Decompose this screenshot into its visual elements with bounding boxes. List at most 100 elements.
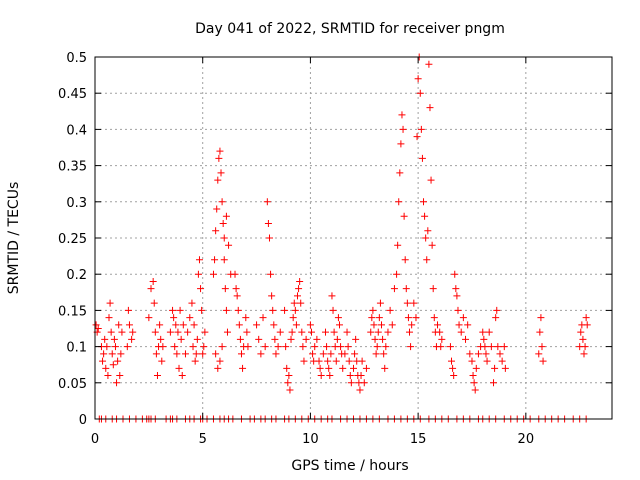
grid-lines xyxy=(95,57,612,419)
data-point xyxy=(375,314,383,322)
data-point xyxy=(337,343,345,351)
data-point xyxy=(413,133,421,141)
data-points xyxy=(92,53,591,423)
data-point xyxy=(276,328,284,336)
data-point xyxy=(194,270,202,278)
data-point xyxy=(199,350,207,358)
data-point xyxy=(538,343,546,351)
data-point xyxy=(400,212,408,220)
data-point xyxy=(212,350,220,358)
data-point xyxy=(360,379,368,387)
data-point xyxy=(374,328,382,336)
data-point xyxy=(474,350,482,358)
x-tick-label: 0 xyxy=(91,432,99,447)
data-point xyxy=(218,343,226,351)
data-point xyxy=(107,328,115,336)
data-point xyxy=(334,314,342,322)
data-point xyxy=(307,328,315,336)
data-point xyxy=(468,357,476,365)
data-point xyxy=(116,372,124,380)
data-point xyxy=(169,306,177,314)
data-point xyxy=(490,379,498,387)
data-point xyxy=(111,343,119,351)
data-point xyxy=(437,343,445,351)
data-point xyxy=(101,335,109,343)
data-point xyxy=(438,335,446,343)
data-point xyxy=(358,357,366,365)
data-point xyxy=(492,314,500,322)
data-point xyxy=(487,343,495,351)
data-point xyxy=(209,270,217,278)
data-point xyxy=(446,343,454,351)
axis-ticks: 0 0.05 0.1 0.15 0.2 0.25 0.3 0.35 0.4 0.45 0.5 0 5 10… xyxy=(58,51,612,447)
data-point xyxy=(472,364,480,372)
data-point xyxy=(386,306,394,314)
x-tick-label: 10 xyxy=(302,432,319,447)
data-point xyxy=(347,379,355,387)
data-point xyxy=(271,335,279,343)
data-point xyxy=(253,321,261,329)
data-point xyxy=(498,357,506,365)
data-point xyxy=(317,372,325,380)
data-point xyxy=(452,285,460,293)
data-point xyxy=(345,357,353,365)
data-point xyxy=(285,372,293,380)
data-point xyxy=(536,328,544,336)
y-tick-label: 0.3 xyxy=(66,196,87,211)
data-point xyxy=(462,335,470,343)
data-point xyxy=(412,314,420,322)
data-point xyxy=(123,343,131,351)
data-point xyxy=(193,335,201,343)
data-point xyxy=(423,256,431,264)
y-tick-label: 0.15 xyxy=(58,304,87,319)
data-point xyxy=(272,350,280,358)
data-point xyxy=(125,321,133,329)
data-point xyxy=(283,364,291,372)
data-point xyxy=(393,270,401,278)
data-point xyxy=(493,306,501,314)
data-point xyxy=(200,343,208,351)
x-tick-label: 20 xyxy=(518,432,535,447)
data-point xyxy=(255,335,263,343)
data-point xyxy=(330,328,338,336)
data-point xyxy=(128,335,136,343)
data-point xyxy=(539,357,547,365)
data-point xyxy=(407,343,415,351)
data-point xyxy=(583,321,591,329)
data-point xyxy=(94,325,102,332)
data-point xyxy=(378,321,386,329)
data-point xyxy=(106,299,114,307)
data-point xyxy=(396,169,404,177)
data-point xyxy=(577,328,585,336)
data-point xyxy=(288,328,296,336)
data-point xyxy=(309,350,317,358)
data-point xyxy=(151,328,159,336)
data-point xyxy=(192,350,200,358)
data-point xyxy=(480,335,488,343)
y-tick-label: 0.25 xyxy=(58,232,87,247)
data-point xyxy=(292,321,300,329)
y-tick-label: 0.35 xyxy=(58,160,87,175)
data-point xyxy=(313,335,321,343)
data-point xyxy=(124,306,132,314)
data-point xyxy=(371,335,379,343)
data-point xyxy=(424,227,432,235)
data-point xyxy=(213,205,221,213)
data-point xyxy=(114,357,122,365)
data-point xyxy=(579,335,587,343)
data-point xyxy=(184,328,192,336)
y-axis-label: SRMTID / TECUs xyxy=(6,182,22,295)
y-tick-label: 0.1 xyxy=(66,341,87,356)
data-point xyxy=(147,285,155,293)
data-point xyxy=(341,350,349,358)
data-point xyxy=(118,328,126,336)
data-point xyxy=(457,328,465,336)
y-tick-label: 0.05 xyxy=(58,377,87,392)
data-point xyxy=(344,343,352,351)
data-point xyxy=(236,335,244,343)
data-point xyxy=(379,335,387,343)
plot-border xyxy=(94,56,613,420)
data-point xyxy=(264,220,272,228)
data-point xyxy=(177,335,185,343)
data-point xyxy=(420,198,428,206)
